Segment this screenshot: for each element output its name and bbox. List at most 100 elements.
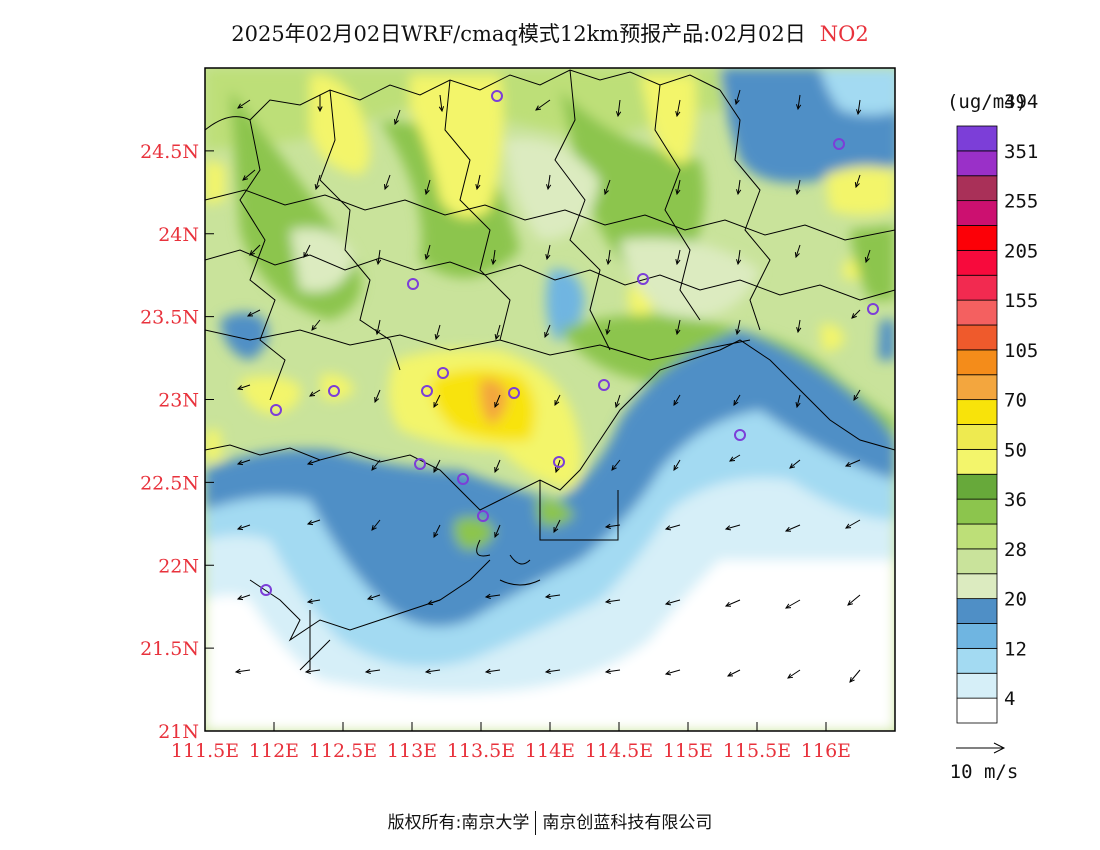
wind-arrowhead xyxy=(795,402,801,409)
wind-arrow xyxy=(605,669,621,673)
wind-arrow xyxy=(247,309,261,317)
wind-arrow xyxy=(796,179,801,195)
wind-arrowhead xyxy=(849,677,855,683)
wind-arrow xyxy=(242,169,256,181)
wind-arrowhead xyxy=(491,259,497,266)
station-marker xyxy=(437,367,449,379)
wind-arrow xyxy=(665,524,681,530)
wind-arrowhead xyxy=(434,333,440,341)
wind-arrow xyxy=(435,324,441,340)
wind-arrow xyxy=(789,459,801,469)
wind-arrowhead xyxy=(785,603,792,609)
wind-arrowhead xyxy=(424,188,430,196)
wind-arrow xyxy=(237,99,251,109)
wind-arrowhead xyxy=(604,598,611,604)
x-tick-label: 113.5E xyxy=(447,740,515,762)
colorbar-swatch xyxy=(956,324,998,351)
station-marker xyxy=(457,473,469,485)
wind-arrowhead xyxy=(675,189,681,196)
wind-arrowhead xyxy=(673,399,679,406)
wind-arrow xyxy=(535,99,551,111)
y-tick-label: 21N xyxy=(158,721,199,743)
y-tick-label: 22.5N xyxy=(140,472,199,494)
wind-arrow xyxy=(433,524,441,538)
wind-arrow xyxy=(787,669,801,679)
map-title: 2025年02月02日WRF/cmaq模式12km预报产品:02月02日 NO2 xyxy=(0,18,1100,48)
station-marker xyxy=(328,385,340,397)
wind-arrowhead xyxy=(794,251,800,259)
wind-arrowhead xyxy=(424,668,431,674)
wind-arrow xyxy=(311,319,321,331)
colorbar-label: 4 xyxy=(1004,688,1015,710)
y-tick-label: 23.5N xyxy=(140,307,199,329)
wind-arrowhead xyxy=(729,456,736,462)
wind-arrowhead xyxy=(246,311,254,317)
wind-arrow xyxy=(857,99,861,115)
wind-arrow xyxy=(604,179,611,195)
wind-arrowhead xyxy=(544,331,550,339)
wind-arrow xyxy=(384,174,391,190)
wind-arrow xyxy=(673,394,681,406)
colorbar-swatch xyxy=(956,299,998,326)
wind-legend-label: 10 m/s xyxy=(950,761,1019,783)
wind-arrow xyxy=(235,669,251,673)
wind-arrowhead xyxy=(851,313,857,319)
wind-arrow xyxy=(797,319,801,333)
wind-arrow xyxy=(855,174,861,188)
station-marker xyxy=(421,385,433,397)
wind-arrowhead xyxy=(844,461,852,467)
colorbar-swatch xyxy=(956,598,998,624)
wind-arrow xyxy=(494,524,501,538)
wind-arrowhead xyxy=(736,259,742,266)
wind-arrowhead xyxy=(554,399,560,407)
x-tick-label: 113E xyxy=(387,740,437,762)
colorbar-label: 155 xyxy=(1004,290,1038,312)
wind-arrowhead xyxy=(424,253,430,261)
copyright-right: 南京创蓝科技有限公司 xyxy=(542,813,713,833)
wind-arrow xyxy=(303,244,311,258)
wind-arrowhead xyxy=(856,109,862,116)
x-tick-label: 112E xyxy=(249,740,299,762)
wind-arrow xyxy=(725,524,741,530)
wind-legend: 10 m/s xyxy=(950,742,1019,783)
wind-arrow xyxy=(605,599,621,603)
wind-arrow xyxy=(427,599,441,605)
wind-arrowhead xyxy=(371,525,377,531)
footer-divider xyxy=(535,811,537,835)
wind-arrow xyxy=(845,459,861,467)
colorbar-label: 50 xyxy=(1004,439,1027,461)
wind-arrowhead xyxy=(306,460,314,466)
colorbar-swatch xyxy=(956,200,998,226)
colorbar-label: 20 xyxy=(1004,589,1027,611)
wind-arrowhead xyxy=(854,181,860,189)
wind-arrow xyxy=(374,389,381,403)
colorbar-swatch xyxy=(956,473,998,500)
wind-arrowhead xyxy=(845,523,852,529)
wind-arrowhead xyxy=(426,600,434,606)
wind-arrow xyxy=(606,319,611,335)
wind-arrow xyxy=(725,599,741,607)
station-marker xyxy=(867,303,879,315)
wind-arrowhead xyxy=(673,464,679,471)
wind-arrowhead xyxy=(603,188,609,196)
wind-arrowhead xyxy=(366,595,374,601)
wind-arrowhead xyxy=(371,465,377,471)
colorbar-swatch xyxy=(956,448,998,475)
wind-arrow xyxy=(797,94,801,110)
wind-arrow xyxy=(727,669,741,677)
wind-arrow xyxy=(371,519,381,531)
wind-arrowhead xyxy=(303,251,309,259)
colorbar-label: 494 xyxy=(1004,91,1038,113)
wind-arrowhead xyxy=(614,401,620,409)
wind-arrowhead xyxy=(475,184,481,191)
wind-arrowhead xyxy=(433,466,439,474)
wind-arrow xyxy=(553,519,561,533)
station-marker xyxy=(734,429,746,441)
wind-arrowhead xyxy=(787,673,794,679)
wind-arrowhead xyxy=(675,259,681,266)
wind-arrowhead xyxy=(726,671,734,677)
wind-arrowhead xyxy=(375,329,381,336)
wind-arrowhead xyxy=(237,103,244,109)
wind-arrowhead xyxy=(605,329,611,336)
colorbar-label: 255 xyxy=(1004,191,1038,213)
